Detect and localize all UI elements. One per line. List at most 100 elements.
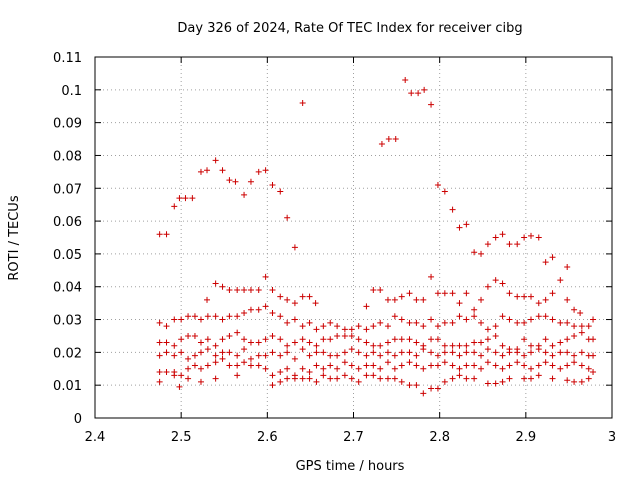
data-point — [355, 323, 362, 330]
data-point — [492, 362, 499, 369]
data-point — [255, 352, 262, 359]
chart-title: Day 326 of 2024, Rate Of TEC Index for r… — [177, 21, 522, 36]
data-point — [471, 249, 478, 256]
data-point — [535, 372, 542, 379]
y-axis-label: ROTI / TECUs — [7, 195, 22, 280]
data-point — [385, 136, 392, 143]
data-point — [262, 365, 269, 372]
data-point — [384, 359, 391, 366]
data-point — [499, 352, 506, 359]
data-point — [428, 273, 435, 280]
data-point — [313, 362, 320, 369]
data-point — [370, 362, 377, 369]
data-point — [463, 342, 470, 349]
data-point — [219, 167, 226, 174]
data-point — [212, 157, 219, 164]
grid-layer — [95, 57, 612, 418]
data-point — [449, 375, 456, 382]
data-point — [156, 319, 163, 326]
data-point — [564, 349, 571, 356]
data-point — [571, 306, 578, 313]
data-point — [327, 375, 334, 382]
data-point — [456, 224, 463, 231]
data-point — [384, 323, 391, 330]
data-point — [255, 362, 262, 369]
data-point — [284, 365, 291, 372]
data-point — [212, 352, 219, 359]
data-point — [348, 332, 355, 339]
data-point — [348, 375, 355, 382]
data-point — [535, 300, 542, 307]
data-point — [178, 349, 185, 356]
data-point — [413, 362, 420, 369]
data-point — [277, 188, 284, 195]
data-point — [185, 365, 192, 372]
data-point — [441, 319, 448, 326]
data-point — [226, 313, 233, 320]
data-point — [234, 352, 241, 359]
data-point — [471, 313, 478, 320]
data-point — [171, 372, 178, 379]
data-point — [185, 313, 192, 320]
data-point — [471, 362, 478, 369]
y-tick-label: 0.04 — [53, 281, 82, 296]
data-point — [535, 362, 542, 369]
data-point — [370, 287, 377, 294]
data-point — [156, 231, 163, 238]
data-point — [291, 375, 298, 382]
data-point — [441, 359, 448, 366]
data-point — [197, 378, 204, 385]
data-point — [377, 375, 384, 382]
data-point — [557, 277, 564, 284]
data-point — [521, 319, 528, 326]
data-point — [420, 323, 427, 330]
data-point — [392, 136, 399, 143]
data-point — [284, 319, 291, 326]
data-point — [163, 369, 170, 376]
data-point — [191, 313, 198, 320]
data-point — [204, 296, 211, 303]
data-point — [377, 342, 384, 349]
data-point — [212, 313, 219, 320]
data-point — [269, 372, 276, 379]
data-point — [578, 378, 585, 385]
data-point — [413, 382, 420, 389]
data-point — [585, 365, 592, 372]
data-point — [434, 336, 441, 343]
data-point — [176, 195, 183, 202]
data-point — [219, 316, 226, 323]
data-point — [557, 349, 564, 356]
data-point — [363, 303, 370, 310]
data-point — [306, 352, 313, 359]
data-point — [277, 313, 284, 320]
data-point — [571, 352, 578, 359]
data-point — [406, 336, 413, 343]
data-point — [420, 346, 427, 353]
x-axis-label: GPS time / hours — [296, 459, 405, 474]
data-point — [269, 332, 276, 339]
data-point — [384, 339, 391, 346]
data-point — [406, 319, 413, 326]
data-point — [312, 300, 319, 307]
data-point — [428, 362, 435, 369]
x-tick-label: 2.6 — [257, 430, 278, 445]
data-point — [291, 244, 298, 251]
data-point — [269, 382, 276, 389]
data-point — [528, 232, 535, 239]
data-point — [327, 319, 334, 326]
data-point — [398, 293, 405, 300]
data-point — [398, 349, 405, 356]
data-point — [384, 375, 391, 382]
data-point — [542, 349, 549, 356]
data-point — [284, 375, 291, 382]
data-point — [219, 355, 226, 362]
data-point — [299, 365, 306, 372]
data-point — [449, 206, 456, 213]
data-point — [449, 362, 456, 369]
data-point — [514, 359, 521, 366]
data-point — [398, 362, 405, 369]
data-point — [262, 336, 269, 343]
data-point — [171, 352, 178, 359]
data-point — [269, 309, 276, 316]
data-point — [398, 336, 405, 343]
